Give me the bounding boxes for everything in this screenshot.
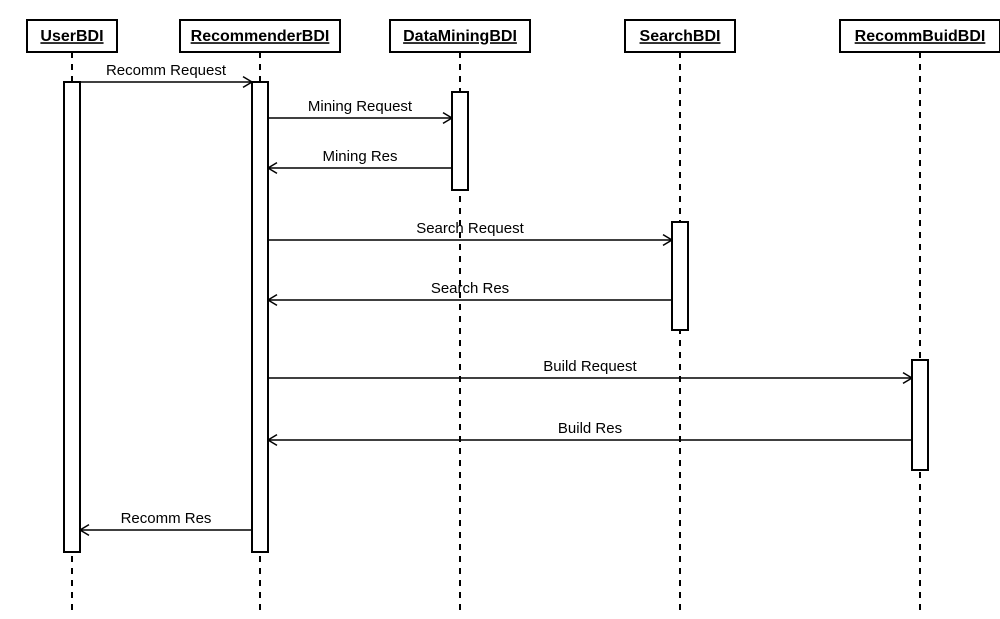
- message-label: Recomm Res: [121, 510, 212, 527]
- activation-bar: [672, 222, 688, 330]
- message-label: Build Request: [543, 358, 637, 375]
- lifeline-label: UserBDI: [40, 28, 103, 45]
- message-label: Mining Request: [308, 98, 413, 115]
- activation-bar: [64, 82, 80, 552]
- sequence-diagram: UserBDI RecommenderBDI DataMiningBDI Search…: [0, 0, 1000, 619]
- lifeline-label: SearchBDI: [640, 28, 721, 45]
- message-label: Search Request: [416, 220, 524, 237]
- lifeline-label: RecommBuidBDI: [855, 28, 986, 45]
- message-label: Mining Res: [322, 148, 397, 165]
- message-label: Recomm Request: [106, 62, 227, 79]
- lifeline-label: RecommenderBDI: [191, 28, 330, 45]
- activation-bar: [912, 360, 928, 470]
- message-label: Build Res: [558, 420, 622, 437]
- activation-bar: [252, 82, 268, 552]
- message-label: Search Res: [431, 280, 509, 297]
- lifeline-label: DataMiningBDI: [403, 28, 517, 45]
- activation-bar: [452, 92, 468, 190]
